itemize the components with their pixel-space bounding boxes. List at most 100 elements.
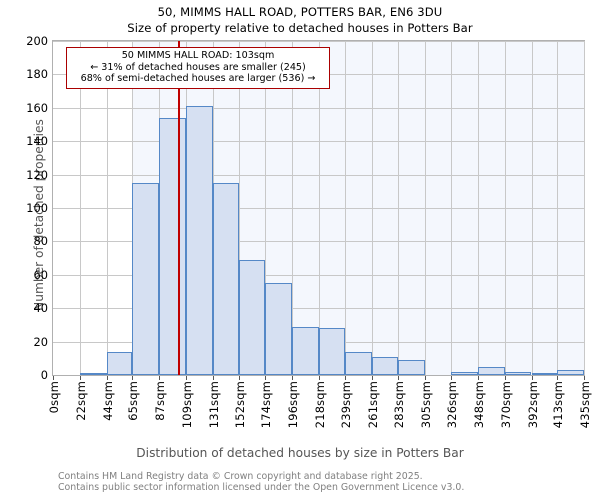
x-axis-tick-mark	[477, 376, 479, 380]
gridline-vertical	[398, 41, 400, 375]
gridline-vertical	[371, 41, 373, 375]
x-axis-tick-label: 174sqm	[259, 381, 274, 429]
gridline-horizontal	[53, 274, 584, 276]
x-axis-tick-mark	[53, 376, 54, 380]
histogram-bar	[344, 351, 372, 375]
x-axis-tick-label: 131sqm	[206, 381, 221, 429]
x-axis-tick-label: 152sqm	[232, 381, 247, 429]
y-axis-tick-label: 120	[26, 167, 48, 182]
x-axis-tick-mark	[79, 376, 81, 380]
gridline-horizontal	[53, 141, 584, 143]
gridline-horizontal	[53, 107, 584, 109]
x-axis-tick-label: 348sqm	[471, 381, 486, 429]
annotation-line-1: 50 MIMMS HALL ROAD: 103sqm	[121, 50, 275, 61]
y-axis-tick-label: 60	[33, 267, 49, 282]
y-axis-tick-label: 100	[26, 201, 48, 215]
histogram-bar	[238, 259, 266, 375]
y-axis-tick-label: 200	[26, 34, 48, 48]
gridline-horizontal	[53, 41, 584, 42]
x-axis-tick-mark	[398, 376, 400, 380]
histogram-bar	[371, 356, 399, 375]
histogram-bar	[292, 326, 320, 375]
gridline-vertical	[584, 41, 585, 375]
x-axis-tick-mark	[186, 376, 188, 380]
x-axis-tick-mark	[504, 376, 506, 380]
histogram-bar	[531, 373, 558, 375]
histogram-bar	[398, 359, 426, 375]
annotation-line-2: ← 31% of detached houses are smaller (24…	[90, 61, 306, 73]
x-axis-tick-label: 218sqm	[313, 381, 328, 429]
page-title: 50, MIMMS HALL ROAD, POTTERS BAR, EN6 3D…	[157, 5, 443, 19]
gridline-vertical	[450, 41, 452, 375]
x-axis-tick-label: 196sqm	[286, 381, 301, 429]
x-axis-tick-mark	[159, 376, 161, 380]
histogram-bar	[159, 117, 187, 375]
y-axis-tick-label: 80	[33, 234, 49, 249]
x-axis-tick-mark	[265, 376, 267, 380]
x-axis-tick-label: 109sqm	[180, 381, 195, 429]
x-axis-tick-mark	[371, 376, 373, 380]
x-axis-tick-label: 239sqm	[338, 381, 353, 429]
x-axis-tick-label: 305sqm	[419, 381, 434, 429]
x-axis-tick-label: 261sqm	[365, 381, 380, 429]
x-axis-tick-mark	[106, 376, 108, 380]
histogram-bar	[212, 182, 239, 375]
gridline-vertical	[504, 41, 506, 375]
x-axis-tick-label: 0sqm	[47, 381, 61, 414]
chart-title-block: 50, MIMMS HALL ROAD, POTTERS BAR, EN6 3D…	[0, 4, 600, 36]
y-axis-tick-label: 20	[33, 334, 49, 349]
histogram-bar	[132, 182, 160, 375]
x-axis-tick-label: 326sqm	[444, 381, 459, 429]
histogram-bar	[186, 106, 213, 375]
histogram-bar	[477, 366, 505, 375]
x-axis-tick-mark	[344, 376, 346, 380]
histogram-bar	[557, 370, 584, 375]
x-axis-tick-mark	[584, 376, 585, 380]
x-axis-tick-label: 370sqm	[498, 381, 513, 429]
x-axis-tick-label: 22sqm	[73, 381, 88, 421]
x-axis-tick-label: 65sqm	[126, 381, 141, 421]
annotation-line-3: 68% of semi-detached houses are larger (…	[80, 73, 316, 85]
histogram-bar	[450, 371, 478, 375]
footer-line-2: Contains public sector information licen…	[58, 482, 465, 493]
x-axis-tick-mark	[557, 376, 559, 380]
x-axis-tick-mark	[425, 376, 427, 380]
x-axis-tick-label: 435sqm	[578, 381, 592, 429]
gridline-horizontal	[53, 208, 584, 209]
x-axis-tick-mark	[132, 376, 134, 380]
gridline-vertical	[265, 41, 267, 375]
y-axis-tick-label: 160	[26, 100, 48, 115]
x-axis-tick-mark	[450, 376, 452, 380]
x-axis-tick-mark	[319, 376, 321, 380]
gridline-vertical	[292, 41, 294, 375]
x-axis-tick-label: 87sqm	[153, 381, 168, 421]
y-axis-tick-label: 140	[26, 134, 48, 149]
y-axis-tick-label: 40	[33, 301, 49, 316]
x-axis-tick-label: 413sqm	[551, 381, 566, 429]
x-axis-tick-mark	[212, 376, 214, 380]
gridline-vertical	[425, 41, 427, 375]
chart-footer: Contains HM Land Registry data © Crown c…	[58, 471, 464, 493]
y-axis-tick-label: 180	[26, 67, 48, 82]
x-axis-tick-mark	[531, 376, 533, 380]
histogram-bar	[265, 283, 293, 375]
property-annotation-box: 50 MIMMS HALL ROAD: 103sqm ← 31% of deta…	[66, 47, 330, 89]
histogram-bar	[106, 351, 133, 375]
property-size-marker-line	[177, 41, 180, 375]
chart-subtitle: Size of property relative to detached ho…	[127, 21, 473, 35]
gridline-vertical	[344, 41, 346, 375]
histogram-bar	[504, 371, 532, 375]
x-axis-tick-label: 44sqm	[100, 381, 115, 421]
gridline-horizontal	[53, 241, 584, 243]
x-axis-tick-label: 283sqm	[392, 381, 407, 429]
footer-line-1: Contains HM Land Registry data © Crown c…	[58, 471, 423, 482]
gridline-vertical	[79, 41, 81, 375]
gridline-vertical	[238, 41, 240, 375]
gridline-horizontal	[53, 308, 584, 310]
x-axis-label: Distribution of detached houses by size …	[136, 446, 464, 460]
x-axis-tick-mark	[238, 376, 240, 380]
gridline-horizontal	[53, 174, 584, 176]
gridline-vertical	[106, 41, 108, 375]
gridline-vertical	[319, 41, 321, 375]
